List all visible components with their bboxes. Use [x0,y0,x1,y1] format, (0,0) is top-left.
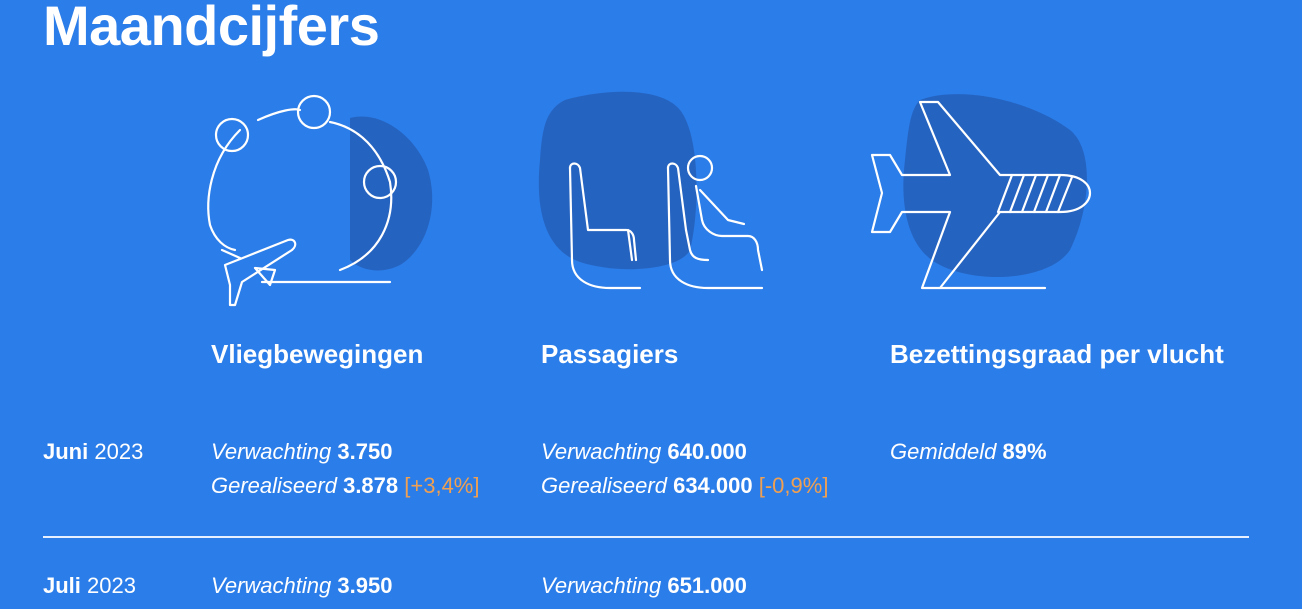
globe-route-plane-icon [200,90,440,310]
realized-value: 3.878 [343,473,399,498]
passenger-seats-icon [530,90,780,300]
expected-label: Verwachting [541,439,662,464]
expected-label: Verwachting [541,573,662,598]
average-value: 89% [1002,439,1047,464]
vliegbewegingen-expected: Verwachting 3.950 [211,571,392,601]
expected-label: Verwachting [211,439,332,464]
passagiers-expected: Verwachting 640.000 [541,437,747,467]
bezettingsgraad-average: Gemiddeld 89% [890,437,1047,467]
page-title: Maandcijfers [43,0,380,57]
realized-label: Gerealiseerd [541,473,667,498]
expected-value: 3.750 [337,439,393,464]
column-title-vliegbewegingen: Vliegbewegingen [211,339,424,369]
period-month: Juni [43,439,89,464]
period-month: Juli [43,573,81,598]
passagiers-realized: Gerealiseerd 634.000 [-0,9%] [541,471,828,501]
expected-value: 3.950 [337,573,393,598]
average-label: Gemiddeld [890,439,997,464]
period-year: 2023 [94,439,144,464]
column-title-bezettingsgraad: Bezettingsgraad per vlucht [890,339,1224,369]
row-divider [43,536,1249,538]
period-year: 2023 [87,573,136,598]
passagiers-expected: Verwachting 651.000 [541,571,747,601]
realized-label: Gerealiseerd [211,473,337,498]
period-label-juni: Juni 2023 [43,437,143,467]
period-label-juli: Juli 2023 [43,571,136,601]
realized-value: 634.000 [673,473,753,498]
delta-badge: [+3,4%] [404,473,480,498]
expected-label: Verwachting [211,573,332,598]
expected-value: 651.000 [667,573,747,598]
delta-badge: [-0,9%] [758,473,829,498]
vliegbewegingen-expected: Verwachting 3.750 [211,437,392,467]
column-title-passagiers: Passagiers [541,339,679,369]
vliegbewegingen-realized: Gerealiseerd 3.878 [+3,4%] [211,471,479,501]
airplane-icon [860,90,1100,300]
expected-value: 640.000 [667,439,747,464]
